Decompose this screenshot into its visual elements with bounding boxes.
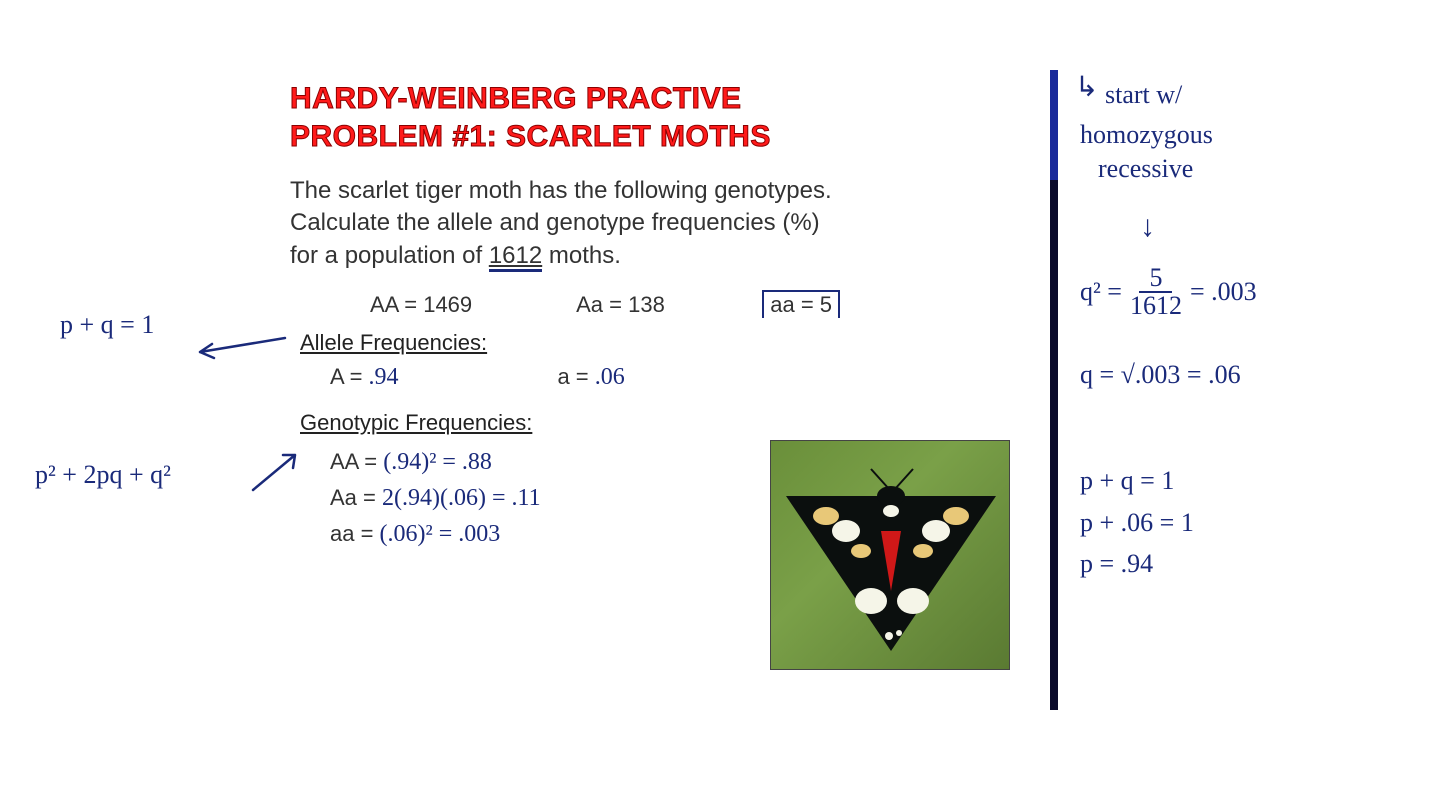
allele-a-value: .06 — [595, 364, 625, 390]
worksheet-title: HARDY-WEINBERG PRACTIVE PROBLEM #1: SCAR… — [290, 80, 771, 155]
calc-q: q = √.003 = .06 — [1080, 360, 1241, 390]
title-line-1: HARDY-WEINBERG PRACTIVE — [290, 80, 771, 118]
allele-A-label: A = — [330, 364, 369, 389]
down-arrow-icon: ↓ — [1140, 210, 1155, 244]
moth-image — [770, 440, 1010, 670]
count-aa: aa = 5 — [762, 290, 840, 318]
prompt-line-1: The scarlet tiger moth has the following… — [290, 175, 940, 207]
allele-A-value: .94 — [369, 364, 399, 390]
allele-a-label: a = — [557, 364, 594, 389]
genotype-counts: AA = 1469 Aa = 138 aa = 5 — [370, 290, 970, 318]
geno-aa-value: (.06)² = .003 — [380, 521, 501, 547]
allele-freq-heading: Allele Frequencies: — [300, 330, 625, 356]
divider-bar — [1050, 70, 1058, 710]
geno-Aa-label: Aa = — [330, 485, 382, 510]
geno-Aa-value: 2(.94)(.06) = .11 — [382, 485, 541, 511]
count-Aa: Aa = 138 — [576, 292, 756, 318]
geno-AA-value: (.94)² = .88 — [383, 449, 492, 475]
geno-aa-label: aa = — [330, 521, 380, 546]
arrow-to-allele-icon — [190, 330, 290, 360]
note-start: start w/ — [1105, 78, 1182, 112]
genotype-freq-section: Genotypic Frequencies: AA = (.94)² = .88… — [300, 410, 541, 552]
calc-q-squared: q² = 5 1612 = .003 — [1080, 265, 1257, 319]
calc-p: p + q = 1 p + .06 = 1 p = .94 — [1080, 460, 1194, 585]
hook-arrow-icon: ↳ — [1075, 70, 1098, 104]
arrow-to-genotype-icon — [245, 450, 305, 500]
count-AA: AA = 1469 — [370, 292, 570, 318]
equation-hw: p² + 2pq + q² — [35, 460, 171, 490]
prompt-line-3: for a population of 1612 moths. — [290, 240, 940, 272]
allele-freq-section: Allele Frequencies: A = .94 a = .06 — [300, 330, 625, 391]
equation-p-plus-q: p + q = 1 — [60, 310, 154, 340]
problem-prompt: The scarlet tiger moth has the following… — [290, 175, 940, 272]
geno-AA-label: AA = — [330, 449, 383, 474]
moth-svg — [771, 441, 1010, 670]
title-line-2: PROBLEM #1: SCARLET MOTHS — [290, 118, 771, 156]
genotype-freq-heading: Genotypic Frequencies: — [300, 410, 541, 436]
population-count: 1612 — [489, 242, 542, 272]
note-homozygous: homozygous recessive — [1080, 118, 1213, 186]
prompt-line-2: Calculate the allele and genotype freque… — [290, 207, 940, 239]
